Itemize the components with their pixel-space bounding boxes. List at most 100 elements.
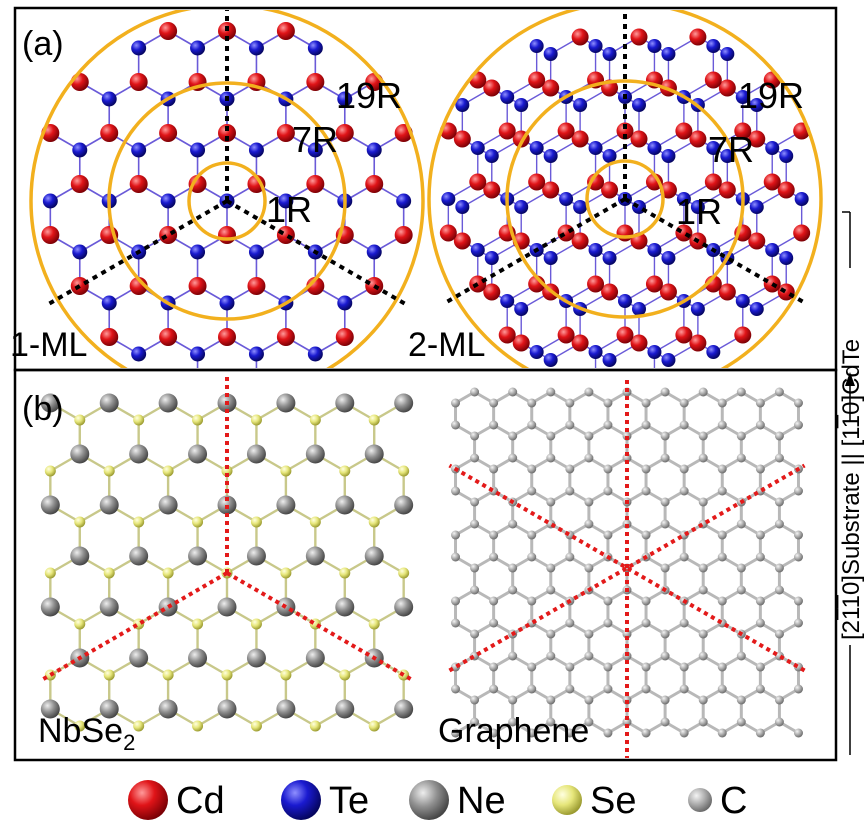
te-atom <box>190 244 206 260</box>
te-atom <box>706 39 721 53</box>
ring-circles <box>29 10 823 368</box>
se-atom <box>250 516 262 528</box>
cd-atom <box>276 124 295 142</box>
cd-atom <box>189 379 207 397</box>
c-atom <box>565 728 575 738</box>
cd-atom <box>734 326 752 344</box>
se-atom <box>309 720 321 732</box>
te-atom <box>337 295 353 311</box>
c-atom <box>622 453 632 463</box>
te-atom <box>248 244 264 260</box>
c-atom <box>546 695 556 705</box>
c-atom <box>565 398 575 408</box>
c-atom <box>508 387 518 397</box>
c-atom <box>660 563 670 573</box>
se-atom <box>221 669 233 681</box>
se-atom <box>368 516 380 528</box>
c-atom <box>546 563 556 573</box>
ne-atom <box>70 546 90 566</box>
c-atom <box>698 585 708 595</box>
cd-atom <box>498 122 516 140</box>
cd-atom <box>557 326 575 344</box>
cd-atom <box>335 124 354 142</box>
se-atom <box>74 720 86 732</box>
se-atom <box>368 618 380 630</box>
te-atom <box>690 200 705 214</box>
ring-label-1r-right: 1R <box>676 191 722 232</box>
se-atom <box>192 414 204 426</box>
symmetry-axis <box>226 571 415 683</box>
c-atom <box>584 497 594 507</box>
c-atom <box>698 563 708 573</box>
c-atom <box>793 684 803 694</box>
c-atom <box>736 453 746 463</box>
c-atom <box>736 651 746 661</box>
c-atom <box>641 596 651 606</box>
c-atom <box>451 420 461 430</box>
te-atom <box>278 193 294 209</box>
se-atom <box>339 465 351 477</box>
cd-atom <box>763 173 781 191</box>
label-2ml: 2-ML <box>408 326 485 364</box>
c-atom <box>603 618 613 628</box>
te-atom <box>219 295 235 311</box>
cd-atom <box>512 334 530 352</box>
cd-atom <box>542 79 560 97</box>
c-atom <box>736 431 746 441</box>
c-atom <box>793 486 803 496</box>
nbse2-atoms <box>40 393 414 732</box>
c-atom <box>622 629 632 639</box>
te-atom <box>588 243 603 257</box>
c-atom <box>774 519 784 529</box>
c-atom <box>774 431 784 441</box>
c-atom <box>527 420 537 430</box>
cd-atom <box>645 173 663 191</box>
c-atom <box>489 398 499 408</box>
te-atom <box>131 346 147 362</box>
te-atom <box>500 90 515 104</box>
c-atom <box>470 387 480 397</box>
c-atom <box>489 728 499 738</box>
c-atom <box>736 585 746 595</box>
legend-marker-ne <box>409 780 449 820</box>
te-atom <box>765 141 780 155</box>
c-atom <box>660 387 670 397</box>
te-atom <box>647 243 662 257</box>
cd-atom <box>630 28 648 46</box>
c-atom <box>698 717 708 727</box>
te-atom <box>706 141 721 155</box>
c-atom <box>793 530 803 540</box>
te-atom <box>543 47 558 61</box>
c-atom <box>641 728 651 738</box>
cd-atom <box>630 334 648 352</box>
cd-atom <box>306 73 325 91</box>
ne-atom <box>217 597 237 617</box>
c-atom <box>584 431 594 441</box>
cd-atom <box>394 226 413 244</box>
c-atom <box>736 519 746 529</box>
label-nbse2-sub: 2 <box>123 730 135 755</box>
c-atom <box>736 563 746 573</box>
ne-atom <box>99 393 119 413</box>
cd-atom <box>542 181 560 199</box>
c-atom <box>774 695 784 705</box>
bar-digit-1: 1 <box>838 607 865 620</box>
se-atom <box>368 414 380 426</box>
c-atom <box>660 453 670 463</box>
te-atom <box>484 149 499 163</box>
c-atom <box>698 629 708 639</box>
c-atom <box>660 695 670 705</box>
ne-atom <box>129 546 149 566</box>
se-atom <box>162 465 174 477</box>
legend-marker-te <box>281 780 321 820</box>
c-atom <box>527 552 537 562</box>
bar-digit-3: 1 <box>838 415 865 428</box>
ne-atom <box>70 444 90 464</box>
c-atom <box>527 596 537 606</box>
c-atom <box>584 453 594 463</box>
ne-atom <box>276 597 296 617</box>
cd-atom <box>645 275 663 293</box>
cd-atom <box>247 175 266 193</box>
cd-atom <box>748 130 766 148</box>
te-atom <box>441 192 456 206</box>
